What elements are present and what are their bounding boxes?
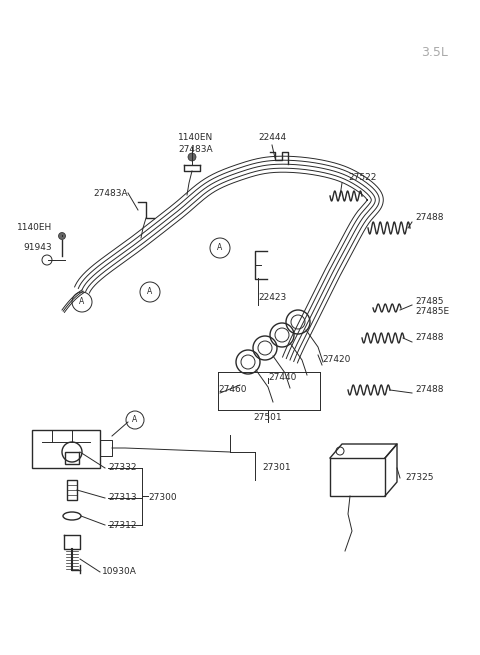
Text: 27460: 27460	[218, 386, 247, 394]
Text: 27300: 27300	[148, 493, 177, 502]
Bar	[330, 458, 385, 496]
Circle shape	[59, 233, 65, 240]
Text: 27312: 27312	[108, 521, 136, 529]
Text: A: A	[132, 415, 138, 424]
Text: 27301: 27301	[262, 464, 290, 472]
Text: 27485E: 27485E	[415, 307, 449, 316]
Text: 1140EN: 1140EN	[179, 134, 214, 143]
Text: 27501: 27501	[254, 413, 282, 422]
Text: 27420: 27420	[322, 356, 350, 364]
Text: 27483A: 27483A	[94, 189, 128, 198]
Text: 27488: 27488	[415, 333, 444, 343]
Text: 3.5L: 3.5L	[421, 45, 448, 58]
Text: 27483A: 27483A	[179, 145, 213, 155]
Text: 27332: 27332	[108, 464, 136, 472]
Text: A: A	[217, 244, 223, 252]
Text: 27313: 27313	[108, 493, 137, 502]
Text: 27485: 27485	[415, 297, 444, 307]
Text: 22444: 22444	[258, 134, 286, 143]
Text: A: A	[147, 288, 153, 297]
Text: 27440: 27440	[268, 373, 296, 383]
Text: A: A	[79, 297, 84, 307]
Text: 27522: 27522	[348, 174, 376, 183]
Text: 1140EH: 1140EH	[17, 223, 52, 233]
Text: 27488: 27488	[415, 386, 444, 394]
Text: 10930A: 10930A	[102, 567, 137, 576]
Text: 27488: 27488	[415, 214, 444, 223]
Circle shape	[188, 153, 196, 161]
Bar	[65, 452, 79, 464]
Text: 91943: 91943	[24, 244, 52, 252]
Text: 22423: 22423	[258, 293, 286, 303]
Bar	[67, 480, 77, 500]
Text: 27325: 27325	[405, 474, 433, 483]
